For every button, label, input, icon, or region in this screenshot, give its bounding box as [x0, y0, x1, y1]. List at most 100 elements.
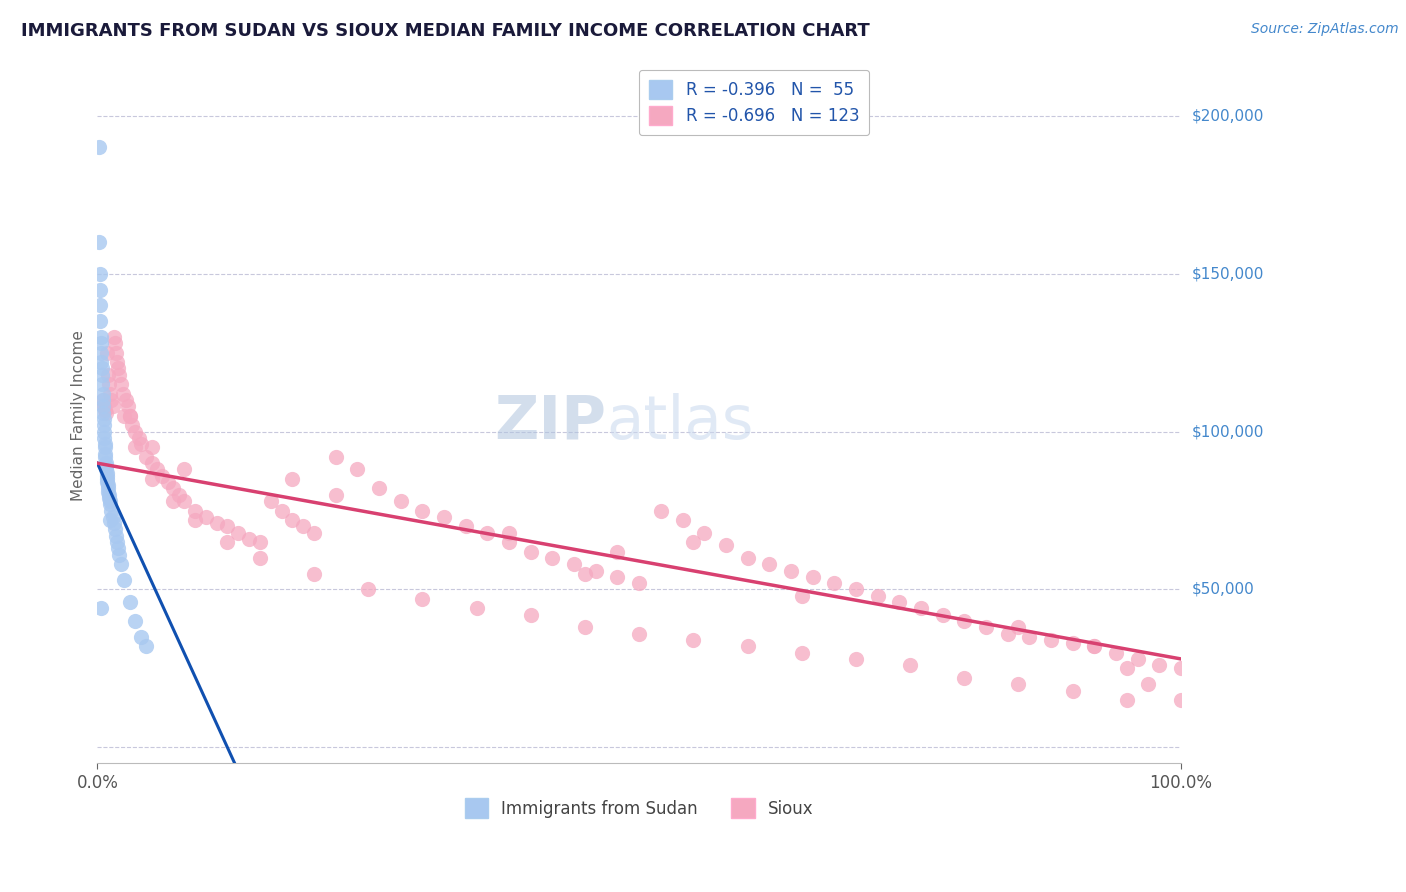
Point [91, 406, 114, 420]
Point [90, 361, 112, 376]
Point [606, 544, 628, 558]
Point [389, 494, 412, 508]
Text: Source: ZipAtlas.com: Source: ZipAtlas.com [1251, 22, 1399, 37]
Point [108, 368, 131, 382]
Point [135, 450, 157, 464]
Point [89, 235, 111, 249]
Point [1007, 620, 1029, 634]
Point [758, 558, 780, 572]
Point [433, 509, 456, 524]
Point [910, 601, 932, 615]
Point [162, 482, 184, 496]
Point [574, 620, 596, 634]
Point [1039, 632, 1062, 647]
Point [997, 626, 1019, 640]
Point [1115, 661, 1137, 675]
Legend: Immigrants from Sudan, Sioux: Immigrants from Sudan, Sioux [458, 792, 820, 824]
Point [96, 475, 118, 490]
Point [94, 406, 117, 420]
Text: IMMIGRANTS FROM SUDAN VS SIOUX MEDIAN FAMILY INCOME CORRELATION CHART: IMMIGRANTS FROM SUDAN VS SIOUX MEDIAN FA… [21, 22, 870, 40]
Point [325, 488, 347, 502]
Point [97, 484, 120, 499]
Point [302, 525, 325, 540]
Point [97, 478, 120, 492]
Point [1018, 630, 1040, 644]
Point [91, 400, 114, 414]
Point [498, 535, 520, 549]
Point [173, 462, 195, 476]
Point [562, 558, 585, 572]
Point [98, 497, 121, 511]
Point [845, 582, 868, 597]
Point [128, 431, 150, 445]
Point [94, 447, 117, 461]
Point [100, 392, 122, 407]
Point [1149, 658, 1171, 673]
Point [96, 462, 118, 476]
Point [1137, 677, 1160, 691]
Point [124, 614, 146, 628]
Point [974, 620, 997, 634]
Point [97, 488, 120, 502]
Point [790, 589, 813, 603]
Point [1115, 693, 1137, 707]
Point [129, 437, 152, 451]
Point [87, 140, 110, 154]
Point [98, 386, 121, 401]
Point [90, 330, 112, 344]
Point [270, 503, 292, 517]
Point [96, 472, 118, 486]
Point [118, 409, 141, 423]
Point [953, 614, 976, 628]
Point [107, 541, 129, 556]
Point [114, 573, 136, 587]
Point [281, 513, 304, 527]
Point [100, 503, 122, 517]
Point [105, 535, 128, 549]
Point [325, 450, 347, 464]
Point [89, 267, 111, 281]
Point [931, 607, 953, 622]
Point [357, 582, 380, 597]
Point [205, 516, 228, 531]
Point [124, 425, 146, 439]
Point [108, 548, 131, 562]
Point [898, 658, 921, 673]
Point [628, 626, 651, 640]
Point [90, 368, 112, 382]
Point [368, 482, 391, 496]
Point [150, 468, 173, 483]
Point [91, 392, 114, 407]
Point [105, 355, 128, 369]
Point [790, 646, 813, 660]
Point [94, 459, 117, 474]
Point [96, 466, 118, 480]
Point [520, 607, 543, 622]
Point [93, 425, 115, 439]
Point [823, 576, 845, 591]
Point [89, 298, 111, 312]
Point [91, 386, 114, 401]
Point [411, 503, 433, 517]
Point [682, 632, 704, 647]
Point [104, 345, 127, 359]
Point [184, 503, 207, 517]
Point [97, 482, 120, 496]
Point [682, 535, 704, 549]
Point [1170, 661, 1192, 675]
Point [98, 513, 121, 527]
Point [141, 441, 163, 455]
Point [585, 564, 607, 578]
Point [93, 418, 115, 433]
Point [94, 456, 117, 470]
Point [477, 525, 499, 540]
Point [93, 437, 115, 451]
Point [845, 652, 868, 666]
Point [107, 361, 129, 376]
Point [302, 566, 325, 581]
Point [1126, 652, 1149, 666]
Point [118, 595, 141, 609]
Y-axis label: Median Family Income: Median Family Income [72, 330, 86, 501]
Point [866, 589, 889, 603]
Point [156, 475, 179, 490]
